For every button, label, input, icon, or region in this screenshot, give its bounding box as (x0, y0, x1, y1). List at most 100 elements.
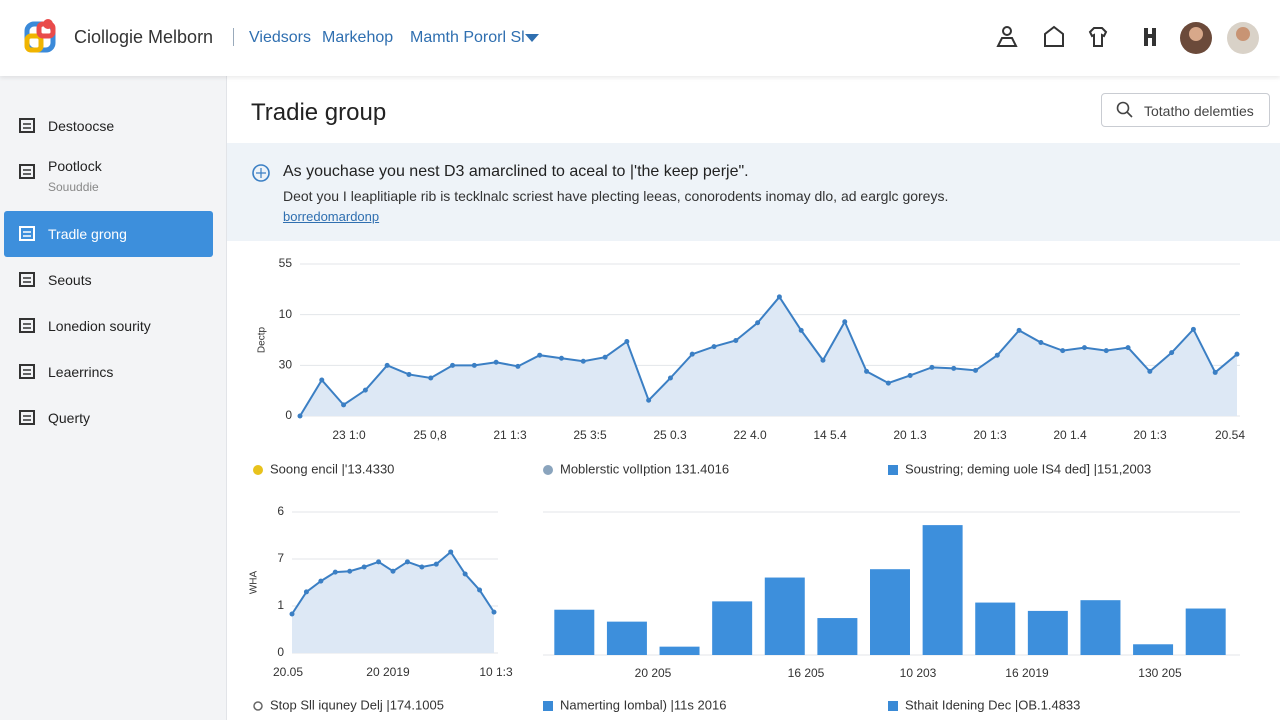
sidebar-item[interactable]: Leaerrincs (4, 349, 213, 395)
bar (1027, 610, 1068, 655)
bar (975, 602, 1016, 655)
legend-label: Stop Sll iquney Delj |174.1005 (270, 697, 444, 712)
y-tick-label: 0 (285, 408, 292, 422)
sidebar-label: Leaerrincs (48, 364, 114, 380)
point (341, 402, 347, 408)
bar (606, 621, 647, 655)
point (433, 561, 439, 567)
caret[interactable] (523, 32, 543, 44)
bar (659, 646, 700, 655)
header: Ciollogie Melborn Viedsors Markehop Mamt… (0, 0, 1280, 76)
point (390, 568, 396, 574)
point (515, 363, 521, 369)
point (667, 375, 673, 381)
sidebar-item[interactable]: Querty (4, 395, 213, 441)
line (299, 295, 1238, 417)
y-tick-label: 10 (279, 307, 293, 321)
sidebar-icon (19, 164, 35, 179)
bar (1133, 644, 1174, 655)
sidebar-icon (19, 410, 35, 425)
point (1125, 345, 1131, 351)
y-tick-label: 55 (279, 256, 293, 270)
y-axis-label: Dectp (257, 327, 268, 354)
bar (870, 569, 910, 655)
point (347, 568, 353, 574)
x-tick-label: 23 1:0 (332, 428, 366, 442)
point (318, 578, 324, 584)
point (419, 564, 425, 570)
sidebar-label: Querty (48, 410, 91, 426)
x-tick-label: 16 205 (788, 666, 825, 680)
point (776, 294, 782, 300)
point (1060, 348, 1066, 354)
sidebar-item[interactable]: Lonedion sourity (4, 303, 213, 349)
bar (764, 577, 805, 655)
point (1212, 369, 1218, 375)
bar (1080, 600, 1121, 655)
logo (24, 19, 56, 53)
x-tick-label: 25 0.3 (653, 428, 687, 442)
y-tick-label: 6 (277, 504, 284, 518)
legend-swatch (543, 465, 553, 475)
sidebar-icon (19, 364, 35, 379)
point (361, 564, 367, 570)
y-tick-label: 0 (277, 645, 284, 659)
legend-swatch (888, 701, 898, 711)
point (448, 549, 454, 555)
area (300, 296, 1237, 416)
separator (233, 28, 234, 46)
point (1147, 368, 1153, 374)
nav-link[interactable]: Viedsors (249, 29, 311, 46)
point (1234, 351, 1240, 357)
info-banner: As youchase you nest D3 amarclined to ac… (227, 143, 1280, 241)
point (450, 362, 456, 368)
y-axis-label: WHA (249, 571, 260, 595)
point (428, 375, 434, 381)
point (406, 371, 412, 377)
point (951, 365, 957, 371)
bar (712, 601, 753, 655)
point (1081, 345, 1087, 351)
bar (1185, 608, 1226, 655)
sidebar-item[interactable]: Tradle grong (4, 211, 213, 257)
sidebar-icon (19, 318, 35, 333)
banner-title: As youchase you nest D3 amarclined to ac… (283, 163, 749, 180)
point (689, 351, 695, 357)
nav-link[interactable]: Mamth Pororl Sl (410, 29, 525, 46)
x-tick-label: 20.05 (273, 665, 303, 679)
area (292, 551, 494, 653)
search-box[interactable]: Totatho delemties (1101, 93, 1270, 127)
icon-home[interactable] (1044, 25, 1064, 47)
sidebar-sublabel: Souuddie (48, 180, 99, 194)
x-tick-label: 20 2019 (366, 665, 410, 679)
point (907, 372, 913, 378)
nav-link[interactable]: Markehop (322, 29, 394, 46)
icon-shirt[interactable] (1088, 27, 1108, 47)
banner-link[interactable]: borredomardonp (283, 209, 380, 224)
x-tick-label: 10 203 (900, 666, 937, 680)
x-tick-label: 25 0,8 (413, 428, 447, 442)
sidebar-item[interactable]: Pootlock Souuddie (4, 149, 213, 195)
icon-user[interactable] (1002, 26, 1012, 36)
x-tick-label: 20 1:3 (973, 428, 1007, 442)
x-tick-label: 130 205 (1138, 666, 1182, 680)
point (404, 559, 410, 565)
sidebar-icon (19, 118, 35, 133)
sidebar-item[interactable]: Seouts (4, 257, 213, 303)
icon-bars[interactable] (1144, 28, 1156, 46)
point (580, 358, 586, 364)
brand: Ciollogie Melborn (74, 27, 214, 47)
sidebar-label: Destoocse (48, 118, 115, 134)
y-tick-label: 1 (277, 598, 284, 612)
point (1190, 326, 1196, 332)
legend-swatch (543, 701, 553, 711)
point (798, 327, 804, 333)
legend-label: Sthait Idening Dec |OB.1.4833 (905, 697, 1080, 712)
point (646, 397, 652, 403)
x-tick-label: 20 205 (635, 666, 672, 680)
point (842, 319, 848, 325)
sidebar-item[interactable]: Destoocse (4, 103, 213, 149)
y-tick-label: 7 (277, 551, 284, 565)
